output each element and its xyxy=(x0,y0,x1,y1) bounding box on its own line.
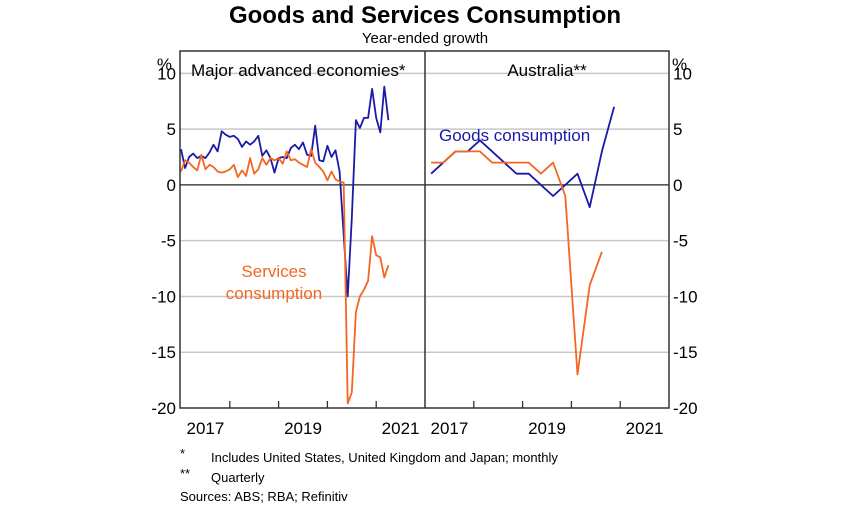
x-tick-label: 2017 xyxy=(430,419,468,438)
goods-annotation: Goods consumption xyxy=(439,126,590,145)
footnote-1-mark: * xyxy=(180,446,186,461)
x-tick-label: 2021 xyxy=(382,419,420,438)
footnote-2-mark: ** xyxy=(180,466,191,481)
y-tick-label-right: 5 xyxy=(673,120,682,139)
footnote-1-text: Includes United States, United Kingdom a… xyxy=(211,450,558,465)
footnote-2-text: Quarterly xyxy=(211,470,265,485)
chart-subtitle: Year-ended growth xyxy=(362,30,488,47)
y-tick-label-right: -20 xyxy=(673,399,698,418)
right-goods-consumption-line xyxy=(430,106,615,209)
left-y-unit: % xyxy=(157,55,172,74)
y-tick-label-left: -10 xyxy=(151,287,176,306)
services-annotation-line1: Services xyxy=(241,262,306,281)
y-tick-label-left: 0 xyxy=(167,176,176,195)
right-y-unit: % xyxy=(672,55,687,74)
chart-title: Goods and Services Consumption xyxy=(229,2,621,29)
y-tick-label-right: -5 xyxy=(673,232,688,251)
y-tick-label-left: -15 xyxy=(151,343,176,362)
right-services-consumption-line xyxy=(431,150,603,376)
right-panel-title: Australia** xyxy=(507,61,587,80)
y-tick-label-right: 10 xyxy=(673,64,692,83)
y-tick-label-left: -5 xyxy=(161,232,176,251)
x-tick-label: 2019 xyxy=(284,419,322,438)
y-tick-label-right: -15 xyxy=(673,343,698,362)
x-tick-label: 2019 xyxy=(528,419,566,438)
left-services-consumption-line xyxy=(180,148,390,405)
y-tick-label-left: -20 xyxy=(151,399,176,418)
y-tick-label-right: -10 xyxy=(673,287,698,306)
y-tick-label-left: 5 xyxy=(167,120,176,139)
sources-note: Sources: ABS; RBA; Refinitiv xyxy=(180,489,348,504)
y-tick-label-left: 10 xyxy=(157,64,176,83)
left-panel-title: Major advanced economies* xyxy=(191,61,406,80)
x-tick-label: 2021 xyxy=(626,419,664,438)
x-tick-label: 2017 xyxy=(186,419,224,438)
services-annotation-line2: consumption xyxy=(226,284,322,303)
y-tick-label-right: 0 xyxy=(673,176,682,195)
